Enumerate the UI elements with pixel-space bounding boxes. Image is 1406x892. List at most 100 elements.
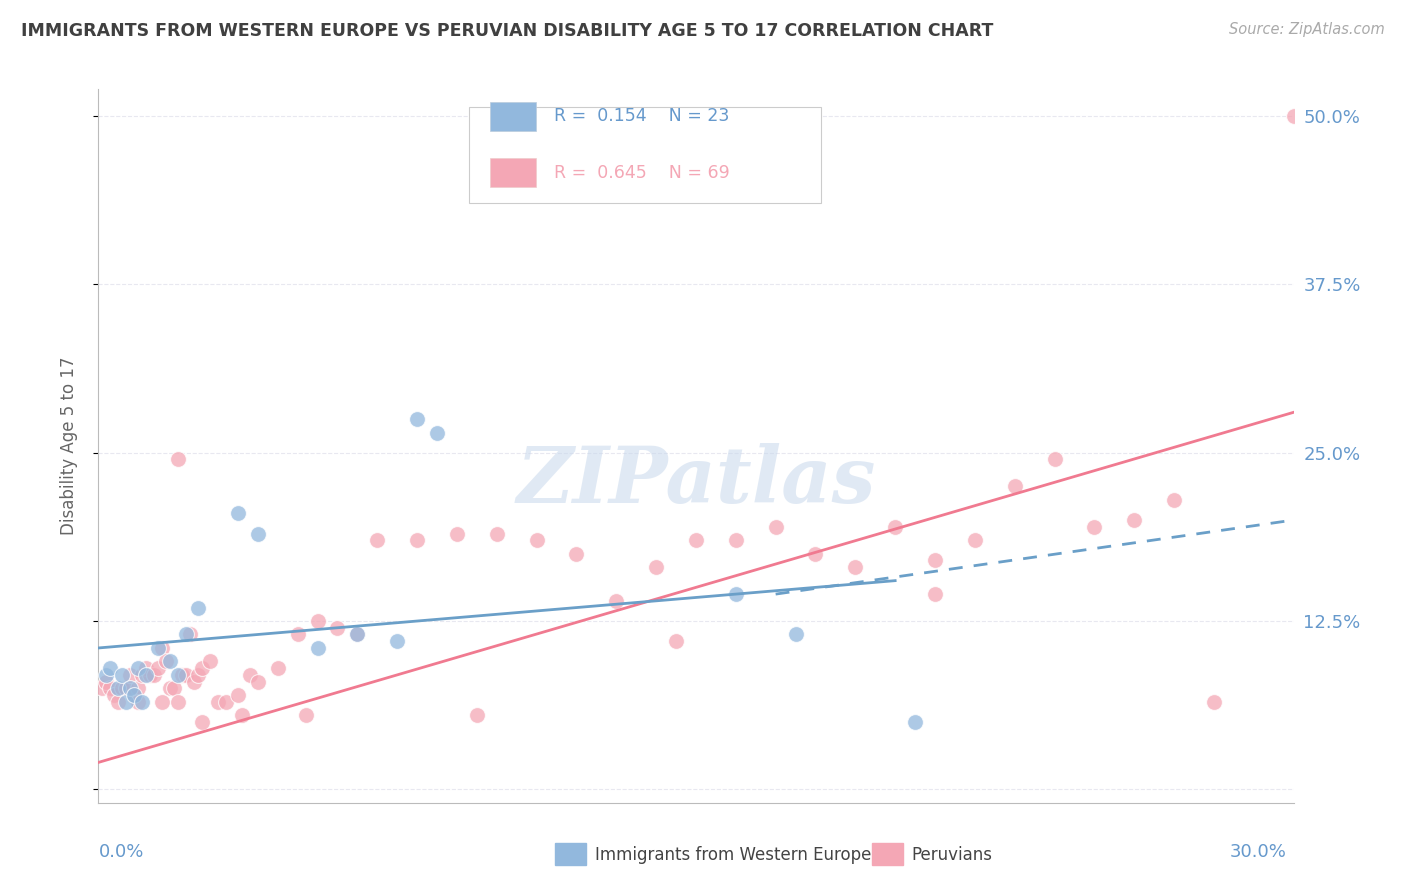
Point	[159, 681, 181, 696]
Point	[167, 452, 190, 467]
Point	[96, 674, 118, 689]
Point	[187, 600, 209, 615]
Point	[785, 627, 807, 641]
Point	[198, 655, 221, 669]
Point	[645, 560, 668, 574]
Point	[111, 668, 134, 682]
Point	[1043, 452, 1066, 467]
Point	[120, 681, 142, 696]
Point	[115, 681, 138, 696]
Point	[246, 674, 269, 689]
Point	[139, 668, 162, 682]
Point	[406, 412, 429, 426]
Point	[207, 695, 229, 709]
Point	[804, 547, 827, 561]
Point	[231, 708, 253, 723]
Point	[426, 425, 449, 440]
Point	[465, 708, 488, 723]
FancyBboxPatch shape	[470, 107, 821, 203]
Point	[107, 695, 129, 709]
Point	[124, 688, 146, 702]
Point	[963, 533, 986, 548]
Point	[1004, 479, 1026, 493]
Point	[526, 533, 548, 548]
Bar	[491, 159, 536, 187]
Point	[267, 661, 290, 675]
Text: Peruvians: Peruvians	[911, 846, 993, 863]
Point	[96, 668, 118, 682]
Point	[91, 681, 114, 696]
Text: Immigrants from Western Europe: Immigrants from Western Europe	[595, 846, 872, 863]
Point	[131, 695, 153, 709]
Point	[150, 640, 173, 655]
Text: 0.0%: 0.0%	[98, 843, 143, 861]
Text: ZIPatlas: ZIPatlas	[516, 443, 876, 520]
Text: R =  0.645    N = 69: R = 0.645 N = 69	[554, 164, 730, 182]
Point	[1163, 492, 1185, 507]
Point	[366, 533, 388, 548]
Point	[107, 681, 129, 696]
Point	[294, 708, 316, 723]
Point	[124, 688, 146, 702]
Point	[143, 668, 166, 682]
Point	[1282, 109, 1305, 123]
Point	[287, 627, 309, 641]
Point	[191, 714, 214, 729]
Point	[346, 627, 368, 641]
Point	[246, 526, 269, 541]
Point	[924, 587, 946, 601]
Point	[172, 668, 194, 682]
Point	[179, 627, 201, 641]
Point	[724, 587, 747, 601]
Point	[127, 695, 149, 709]
Point	[150, 695, 173, 709]
Point	[924, 553, 946, 567]
Point	[239, 668, 262, 682]
Point	[167, 695, 190, 709]
Point	[98, 661, 122, 675]
Point	[1202, 695, 1225, 709]
Point	[103, 688, 125, 702]
Point	[904, 714, 927, 729]
Point	[148, 640, 170, 655]
Point	[155, 655, 177, 669]
Point	[131, 668, 153, 682]
Point	[163, 681, 186, 696]
Point	[307, 614, 329, 628]
Point	[226, 506, 249, 520]
Point	[884, 520, 907, 534]
Point	[565, 547, 588, 561]
Y-axis label: Disability Age 5 to 17: Disability Age 5 to 17	[59, 357, 77, 535]
Point	[174, 627, 197, 641]
Point	[120, 668, 142, 682]
Point	[346, 627, 368, 641]
Point	[307, 640, 329, 655]
Bar	[491, 102, 536, 130]
Point	[385, 634, 409, 648]
Point	[724, 533, 747, 548]
Point	[159, 655, 181, 669]
Point	[135, 661, 157, 675]
Point	[685, 533, 707, 548]
Point	[127, 661, 149, 675]
Point	[844, 560, 866, 574]
Text: IMMIGRANTS FROM WESTERN EUROPE VS PERUVIAN DISABILITY AGE 5 TO 17 CORRELATION CH: IMMIGRANTS FROM WESTERN EUROPE VS PERUVI…	[21, 22, 994, 40]
Text: Source: ZipAtlas.com: Source: ZipAtlas.com	[1229, 22, 1385, 37]
Point	[665, 634, 688, 648]
Point	[326, 621, 349, 635]
Point	[115, 695, 138, 709]
Text: 30.0%: 30.0%	[1230, 843, 1286, 861]
Point	[485, 526, 508, 541]
Text: R =  0.154    N = 23: R = 0.154 N = 23	[554, 107, 730, 125]
Point	[187, 668, 209, 682]
Point	[605, 594, 627, 608]
Point	[127, 681, 149, 696]
Point	[135, 668, 157, 682]
Point	[191, 661, 214, 675]
Point	[215, 695, 238, 709]
Point	[183, 674, 205, 689]
Point	[1083, 520, 1105, 534]
Point	[406, 533, 429, 548]
Point	[148, 661, 170, 675]
Point	[167, 668, 190, 682]
